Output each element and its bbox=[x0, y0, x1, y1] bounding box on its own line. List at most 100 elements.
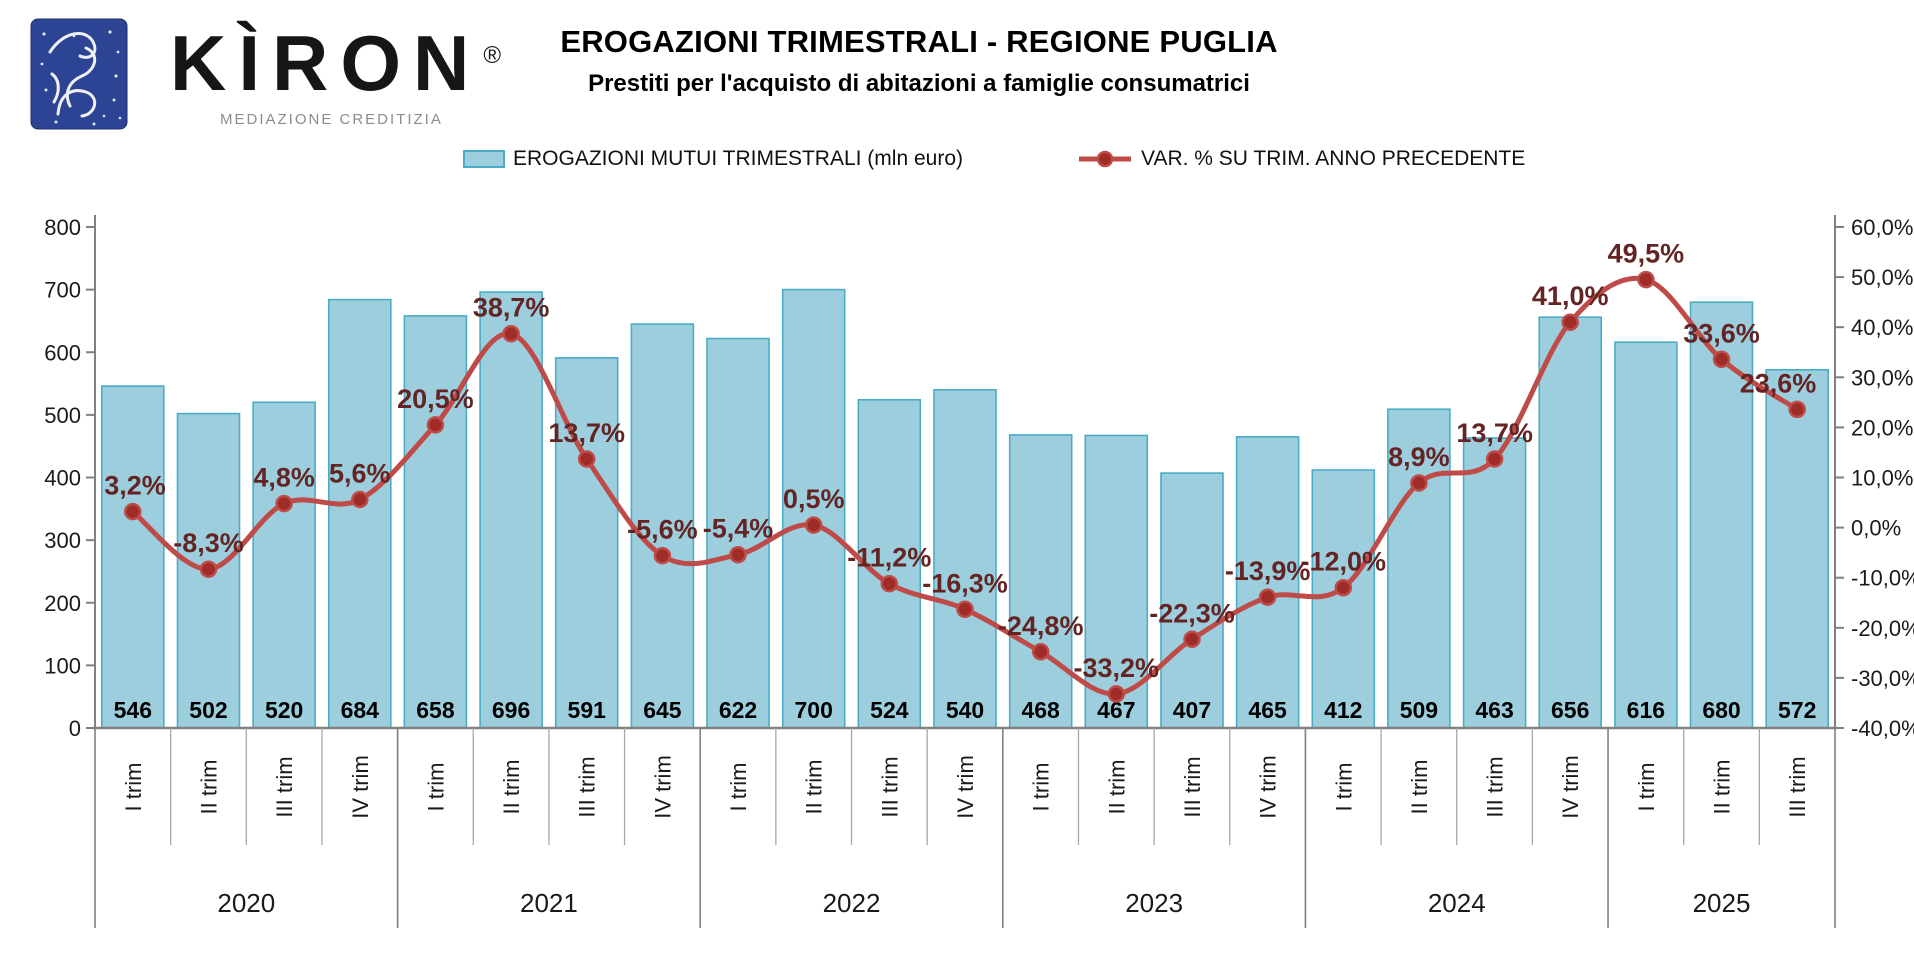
bar-value-label: 407 bbox=[1173, 697, 1211, 723]
variation-pct-label: 20,5% bbox=[397, 384, 474, 414]
x-axis-quarter-label: III trim bbox=[272, 756, 297, 817]
bar-value-label: 616 bbox=[1627, 697, 1665, 723]
line-point-marker bbox=[956, 600, 974, 619]
left-axis-tick-label: 200 bbox=[44, 591, 81, 616]
x-axis-quarter-label: III trim bbox=[877, 756, 902, 817]
left-axis-tick-label: 500 bbox=[44, 403, 81, 428]
line-point-marker bbox=[1637, 270, 1655, 289]
line-point-marker bbox=[577, 450, 596, 468]
left-axis-tick-label: 300 bbox=[44, 528, 81, 553]
x-axis-quarter-label: IV trim bbox=[1256, 755, 1281, 819]
x-axis-year-label: 2024 bbox=[1428, 888, 1486, 918]
x-axis-quarter-label: II trim bbox=[1407, 760, 1432, 815]
line-point-marker bbox=[880, 574, 899, 593]
bar bbox=[101, 385, 165, 729]
variation-pct-label: -16,3% bbox=[922, 568, 1008, 598]
kiron-logo-icon bbox=[30, 18, 128, 130]
x-axis-year-label: 2021 bbox=[520, 888, 578, 918]
bar-value-label: 696 bbox=[492, 697, 530, 723]
bar bbox=[630, 323, 695, 729]
legend-item-bars: EROGAZIONI MUTUI TRIMESTRALI (mln euro) bbox=[463, 146, 963, 172]
bar bbox=[1008, 434, 1073, 729]
line-series-swatch-icon bbox=[1079, 150, 1131, 168]
brand-name: KÌRON bbox=[170, 19, 482, 107]
variation-pct-label: -22,3% bbox=[1149, 598, 1235, 628]
variation-pct-label: 3,2% bbox=[104, 471, 166, 501]
line-point-marker bbox=[1031, 643, 1050, 661]
legend-label-line: VAR. % SU TRIM. ANNO PRECEDENTE bbox=[1141, 147, 1526, 170]
x-axis-quarter-label: IV trim bbox=[1558, 755, 1583, 819]
bar-value-label: 509 bbox=[1400, 697, 1438, 723]
chart-title: EROGAZIONI TRIMESTRALI - REGIONE PUGLIA bbox=[560, 24, 1278, 59]
variation-pct-label: -11,2% bbox=[847, 543, 931, 573]
bar bbox=[1235, 435, 1300, 729]
line-point-marker bbox=[1561, 313, 1579, 331]
bar-value-label: 520 bbox=[265, 697, 303, 723]
bar-value-label: 540 bbox=[946, 697, 984, 723]
line-point-marker bbox=[502, 324, 520, 343]
x-axis-quarter-label: II trim bbox=[499, 760, 524, 815]
bar-value-label: 591 bbox=[568, 697, 607, 723]
bar bbox=[252, 401, 316, 729]
left-axis-tick-label: 0 bbox=[69, 716, 81, 741]
variation-pct-label: 5,6% bbox=[329, 459, 391, 489]
left-axis-tick-label: 700 bbox=[44, 278, 81, 303]
bar-value-label: 546 bbox=[114, 697, 152, 723]
line-point-marker bbox=[1107, 685, 1126, 703]
line-point-marker bbox=[275, 494, 293, 513]
x-axis-quarter-label: I trim bbox=[423, 763, 448, 812]
line-point-marker bbox=[1334, 578, 1353, 597]
bar bbox=[1462, 437, 1527, 729]
x-axis-quarter-label: III trim bbox=[1483, 756, 1508, 817]
right-axis-tick-label: -30,0% bbox=[1851, 666, 1914, 691]
x-axis-quarter-label: I trim bbox=[121, 763, 146, 812]
line-point-marker bbox=[1410, 474, 1428, 492]
registered-mark-icon: ® bbox=[483, 42, 502, 69]
line-point-marker bbox=[1788, 400, 1806, 419]
x-axis-quarter-label: II trim bbox=[1104, 760, 1129, 815]
bar bbox=[706, 337, 770, 729]
variation-pct-label: 38,7% bbox=[473, 293, 550, 323]
x-axis-year-label: 2022 bbox=[823, 888, 881, 918]
right-axis-tick-label: -20,0% bbox=[1851, 616, 1914, 641]
variation-pct-label: -5,6% bbox=[627, 515, 698, 545]
bar-value-label: 468 bbox=[1021, 697, 1060, 723]
line-point-marker bbox=[1258, 588, 1277, 606]
right-axis-tick-label: 10,0% bbox=[1851, 466, 1913, 491]
right-axis-tick-label: -40,0% bbox=[1851, 716, 1914, 741]
variation-pct-label: 33,6% bbox=[1683, 318, 1760, 348]
x-axis-quarter-label: I trim bbox=[1634, 763, 1659, 812]
variation-pct-label: 8,9% bbox=[1388, 442, 1450, 472]
variation-pct-label: 0,5% bbox=[783, 484, 845, 514]
bar-series-swatch-icon bbox=[463, 150, 505, 168]
bar-value-label: 524 bbox=[870, 697, 909, 723]
x-axis-quarter-label: II trim bbox=[1710, 760, 1735, 815]
x-axis-quarter-label: I trim bbox=[1331, 763, 1356, 812]
variation-pct-label: 23,6% bbox=[1740, 368, 1817, 398]
bar bbox=[1614, 341, 1678, 729]
bar bbox=[403, 315, 468, 729]
x-axis-quarter-label: II trim bbox=[802, 760, 827, 815]
right-axis-tick-label: 40,0% bbox=[1851, 315, 1913, 340]
brand-tagline: MEDIAZIONE CREDITIZIA bbox=[220, 111, 443, 128]
variation-pct-label: 4,8% bbox=[253, 463, 315, 493]
x-axis-quarter-label: I trim bbox=[726, 763, 751, 812]
bar-value-label: 572 bbox=[1778, 697, 1816, 723]
bar bbox=[327, 298, 392, 729]
right-axis-tick-label: 0,0% bbox=[1851, 516, 1901, 541]
bar-value-label: 502 bbox=[189, 697, 227, 723]
bar bbox=[781, 288, 846, 729]
right-axis-tick-label: 50,0% bbox=[1851, 265, 1913, 290]
line-point-marker bbox=[729, 545, 747, 564]
bar bbox=[1765, 368, 1829, 729]
line-point-marker bbox=[124, 502, 142, 521]
title-block: EROGAZIONI TRIMESTRALI - REGIONE PUGLIA … bbox=[0, 0, 1876, 98]
bar bbox=[857, 398, 922, 729]
variation-pct-label: 41,0% bbox=[1532, 281, 1609, 311]
x-axis-quarter-label: III trim bbox=[575, 756, 600, 817]
right-axis-tick-label: -10,0% bbox=[1851, 566, 1914, 591]
x-axis-year-label: 2020 bbox=[217, 888, 275, 918]
x-axis-quarter-label: IV trim bbox=[953, 755, 978, 819]
variation-pct-label: -24,8% bbox=[998, 611, 1084, 641]
